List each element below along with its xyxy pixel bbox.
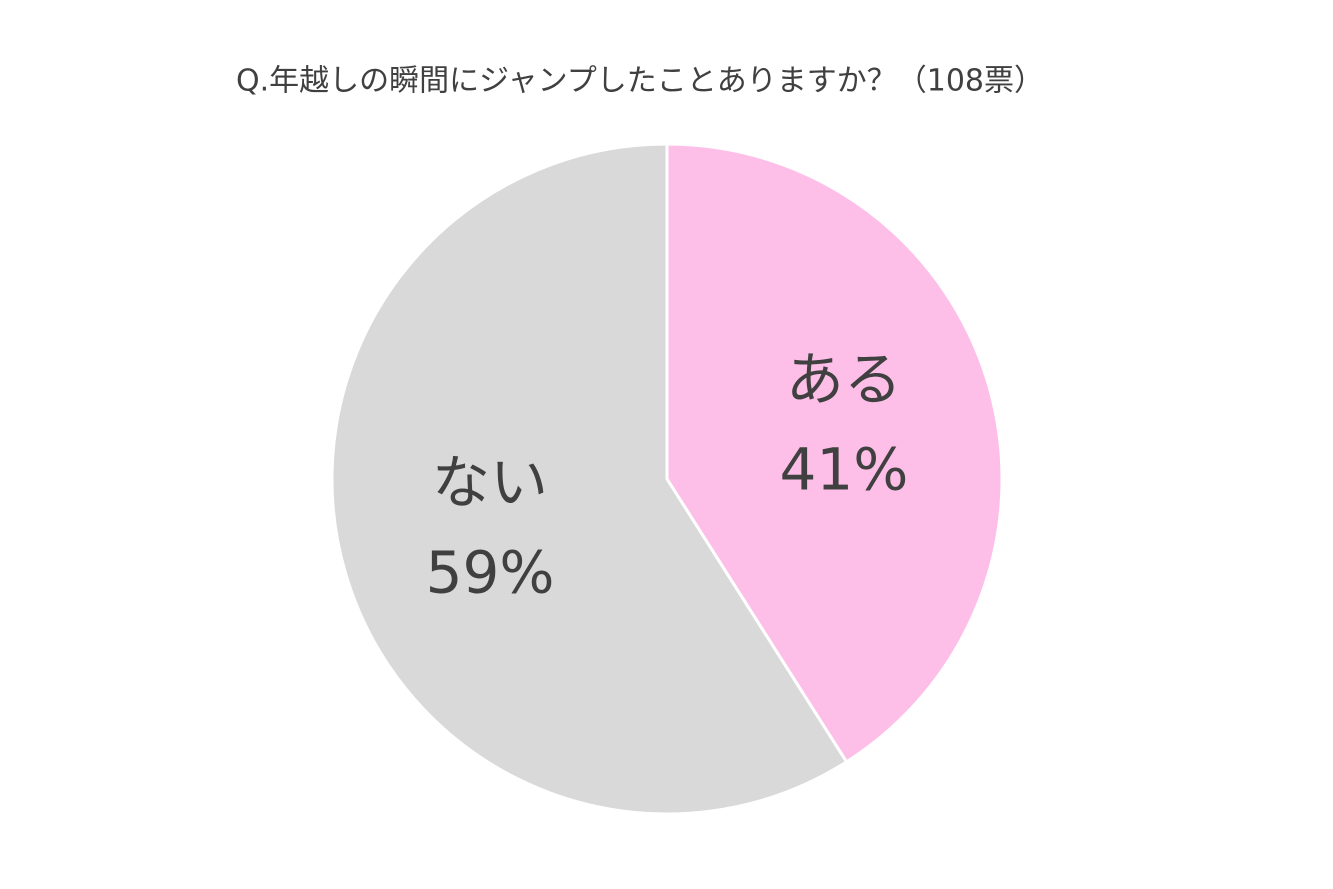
chart-title: Q.年越しの瞬間にジャンプしたことありますか？（108票） [236, 64, 1044, 99]
pie-slice [330, 142, 849, 816]
pie-slice [665, 142, 1004, 764]
slice-value-label: 41% [779, 436, 908, 504]
slice-category-label: ない [432, 449, 548, 517]
slice-value-label: 59% [426, 539, 555, 607]
slice-category-label: ある [786, 346, 902, 414]
